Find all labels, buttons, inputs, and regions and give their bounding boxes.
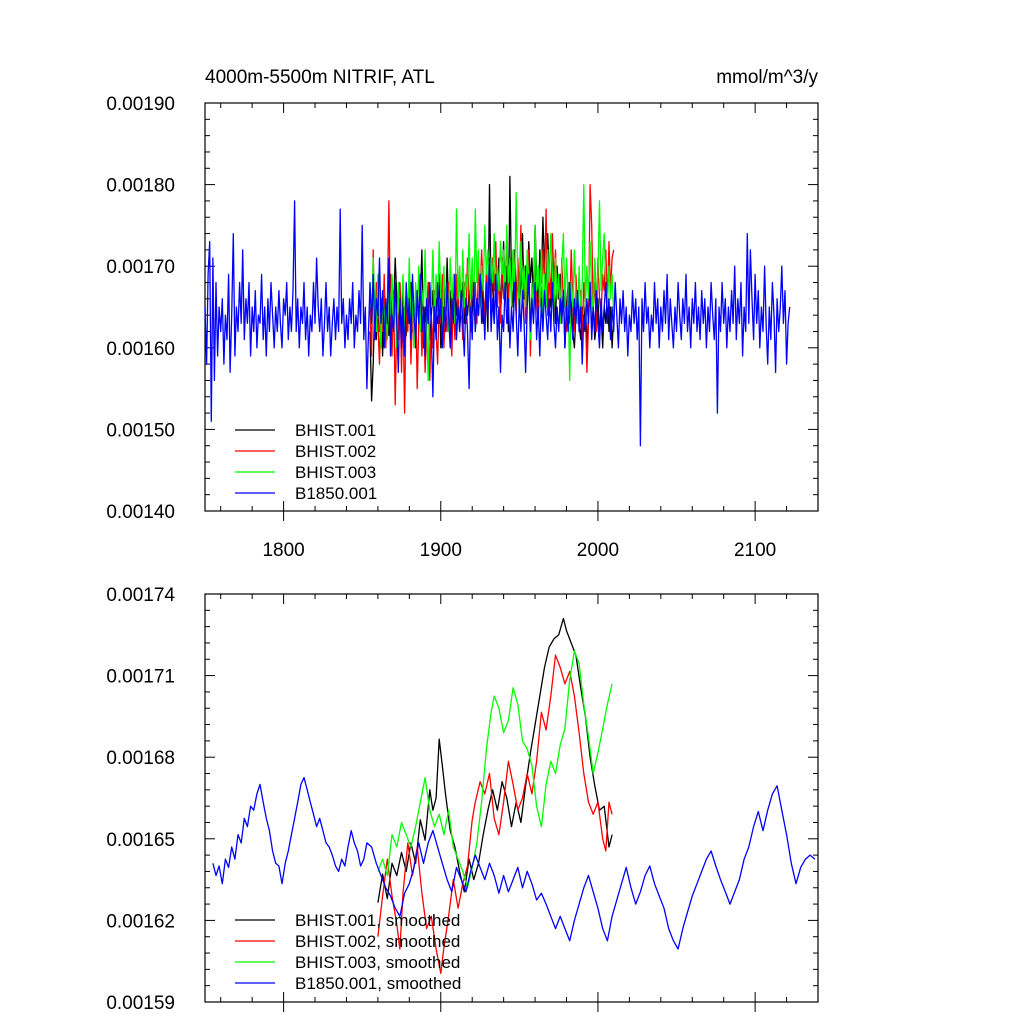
- legend-label: BHIST.003: [295, 463, 376, 482]
- bottom-panel-lines: [212, 617, 816, 975]
- y-tick-label: 0.00162: [106, 911, 175, 932]
- y-tick-label: 0.00168: [106, 748, 175, 769]
- y-tick-label: 0.00140: [106, 502, 175, 523]
- series-line-3: [212, 776, 816, 950]
- x-tick-label: 2100: [734, 540, 776, 561]
- top-panel-lines: [204, 175, 791, 447]
- plot-frame: [204, 593, 819, 1003]
- legend-label: B1850.001, smoothed: [295, 974, 461, 993]
- legend-label: BHIST.002: [295, 442, 376, 461]
- top-panel-legend: BHIST.001 BHIST.002 BHIST.003 B1850.001: [235, 421, 377, 503]
- series-line-3: [204, 200, 791, 447]
- x-tick-label: 1800: [262, 540, 304, 561]
- legend-label: B1850.001: [295, 484, 377, 503]
- top-panel-axes: 1800 1900 2000 2100 0.00140 0.00150 0.00160 0.0…: [106, 94, 819, 561]
- legend-label: BHIST.001: [295, 421, 376, 440]
- legend-label: BHIST.001, smoothed: [295, 911, 460, 930]
- y-tick-label: 0.00165: [106, 830, 175, 851]
- y-tick-label: 0.00150: [106, 420, 175, 441]
- series-line-2: [377, 650, 613, 889]
- legend-label: BHIST.002, smoothed: [295, 932, 460, 951]
- y-tick-label: 0.00190: [106, 94, 175, 115]
- y-tick-label: 0.00171: [106, 667, 175, 688]
- y-tick-label: 0.00159: [106, 993, 175, 1014]
- x-tick-label: 2000: [577, 540, 619, 561]
- series-line-0: [377, 617, 613, 903]
- y-tick-label: 0.00180: [106, 176, 175, 197]
- top-panel-title: 4000m-5500m NITRIF, ATL: [205, 67, 435, 88]
- y-tick-label: 0.00174: [106, 585, 175, 606]
- bottom-panel: 0.00159 0.00162 0.00165 0.00168 0.00171 0.001…: [106, 585, 819, 1014]
- x-tick-label: 1900: [420, 540, 462, 561]
- legend-label: BHIST.003, smoothed: [295, 953, 460, 972]
- y-tick-label: 0.00170: [106, 257, 175, 278]
- bottom-panel-axes: 0.00159 0.00162 0.00165 0.00168 0.00171 0.001…: [106, 585, 819, 1014]
- top-panel-units: mmol/m^3/y: [716, 67, 818, 88]
- top-panel: 4000m-5500m NITRIF, ATL mmol/m^3/y 1800 1…: [106, 67, 819, 561]
- y-tick-label: 0.00160: [106, 339, 175, 360]
- bottom-panel-legend: BHIST.001, smoothed BHIST.002, smoothed BH…: [235, 911, 461, 993]
